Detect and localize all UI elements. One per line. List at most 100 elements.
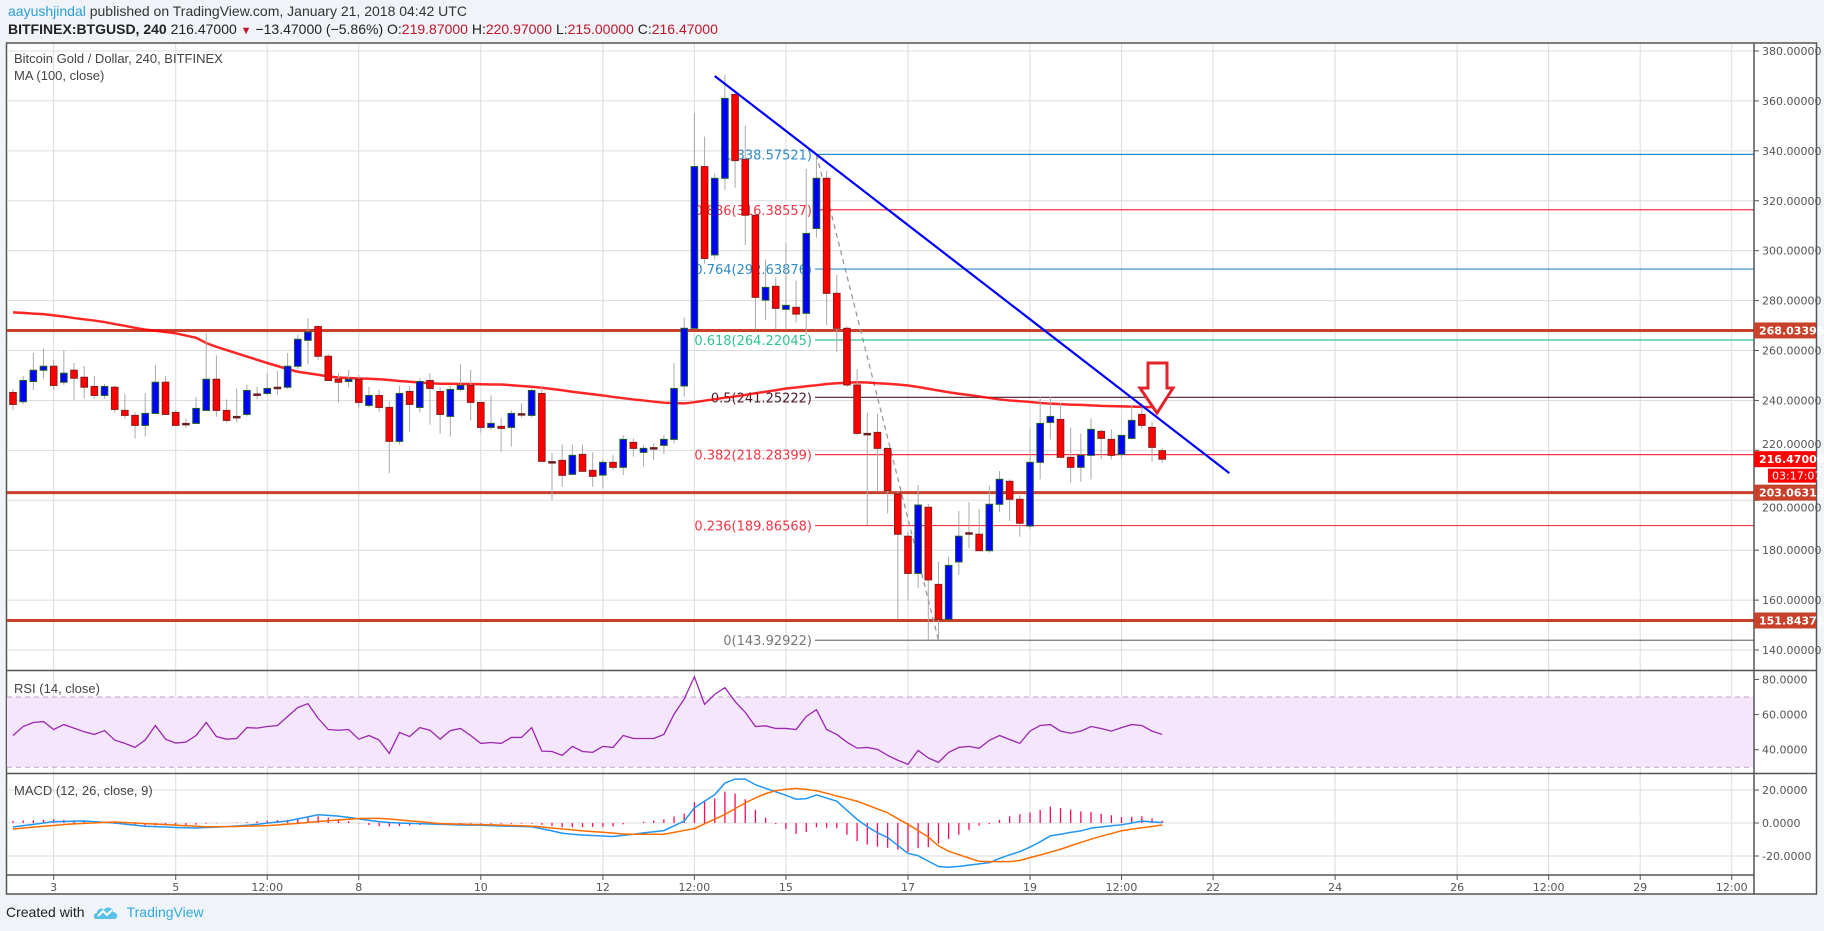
candle-body [29, 369, 38, 382]
candle-body [334, 378, 343, 383]
candle [1016, 495, 1024, 537]
macd-legend[interactable]: MACD (12, 26, close, 9) [14, 783, 153, 798]
candle-body [100, 385, 109, 396]
candle [710, 173, 719, 260]
trendline [714, 75, 1231, 474]
candle-body [955, 535, 963, 563]
candle [314, 325, 322, 361]
candle [771, 277, 780, 330]
macd-line [12, 778, 1163, 868]
candle-body [202, 378, 211, 411]
level-price-badge: 268.03395 [1759, 324, 1824, 337]
arrow-down-icon [1137, 361, 1176, 416]
open-value: 219.87000 [401, 21, 468, 37]
candle-body [161, 381, 170, 415]
level-price-badge: 203.06312 [1759, 487, 1824, 500]
candle [812, 156, 821, 238]
candle [527, 388, 536, 418]
candle-body [141, 412, 150, 426]
time-tick-label: 29 [1633, 881, 1647, 894]
candle-body [90, 385, 99, 396]
candle-body [741, 158, 750, 216]
candle [924, 504, 933, 641]
candle-body [1158, 450, 1167, 460]
candle [182, 418, 190, 428]
candle [1087, 418, 1095, 480]
candle-body [792, 306, 800, 315]
macd-group [12, 778, 1163, 868]
candle [721, 74, 729, 191]
candle-body [721, 97, 729, 179]
candle [782, 242, 790, 330]
rsi-tick-label: 80.0000 [1762, 673, 1808, 686]
candle [1117, 434, 1126, 459]
candle-body [1026, 461, 1034, 527]
candle-body [660, 438, 668, 446]
candle-body [944, 564, 953, 620]
price-tick-label: 380.00000 [1762, 45, 1822, 58]
candle-body [873, 431, 882, 449]
candle [568, 444, 577, 475]
candle [1066, 427, 1075, 483]
candle [1026, 428, 1034, 530]
candle [822, 171, 831, 326]
time-tick-label: 12:00 [1106, 881, 1138, 894]
candle [649, 443, 658, 461]
price-tick-label: 140.00000 [1762, 644, 1822, 657]
candle [965, 502, 973, 549]
candle-body [477, 401, 485, 428]
level-price-badge-bg [1754, 484, 1816, 501]
candle-body [324, 355, 333, 381]
candle [426, 373, 434, 425]
time-tick-label: 24 [1328, 881, 1342, 894]
candle [466, 369, 475, 421]
countdown-timer: 03:17:07 [1772, 470, 1821, 483]
triangle-down-icon: ▼ [240, 25, 252, 37]
candle-body [304, 331, 312, 341]
ma-legend[interactable]: MA (100, close) [14, 68, 105, 83]
rsi-line-group [12, 675, 1163, 766]
tradingview-link[interactable]: TradingView [126, 904, 204, 920]
candle [690, 113, 699, 329]
candle-body [507, 412, 516, 428]
time-tick-label: 10 [474, 881, 488, 894]
candle-body [1046, 415, 1055, 423]
candle-body [649, 447, 658, 450]
candle [660, 435, 668, 455]
rsi-tick-label: 60.0000 [1762, 709, 1808, 722]
candle [405, 385, 414, 432]
level-price-badge-bg [1754, 322, 1816, 339]
rsi-legend[interactable]: RSI (14, close) [14, 681, 100, 696]
candle [304, 318, 312, 365]
candle-body [436, 390, 444, 415]
candle-body [995, 478, 1004, 505]
time-tick-label: 26 [1450, 881, 1464, 894]
candle-body [517, 413, 526, 416]
candle [385, 401, 394, 474]
candle [700, 136, 709, 264]
rsi-bands [7, 696, 1754, 768]
candle-body [192, 407, 200, 424]
candle-body [293, 338, 302, 367]
candle-body [710, 177, 719, 256]
axes[interactable]: 3 5 12:00 8 10 12 12:00 15 17 19 12:00 22 24 26 12:00 2… [50, 45, 1821, 894]
candle [1056, 402, 1065, 458]
candle [192, 396, 200, 424]
candle [365, 386, 373, 408]
candle [975, 509, 983, 552]
price-tick-label: 360.00000 [1762, 95, 1822, 108]
candle [232, 388, 241, 423]
candle [100, 383, 109, 399]
time-tick-label: 12:00 [251, 881, 283, 894]
candle-body [49, 365, 58, 386]
trendline-group[interactable] [714, 75, 1231, 474]
candle [151, 364, 160, 414]
candle-body [883, 447, 892, 492]
candle [751, 214, 760, 330]
candle-body [690, 166, 699, 329]
candle [1107, 429, 1116, 460]
candle [802, 169, 811, 336]
author-link[interactable]: aayushjindal [8, 3, 86, 19]
candle [29, 353, 38, 390]
